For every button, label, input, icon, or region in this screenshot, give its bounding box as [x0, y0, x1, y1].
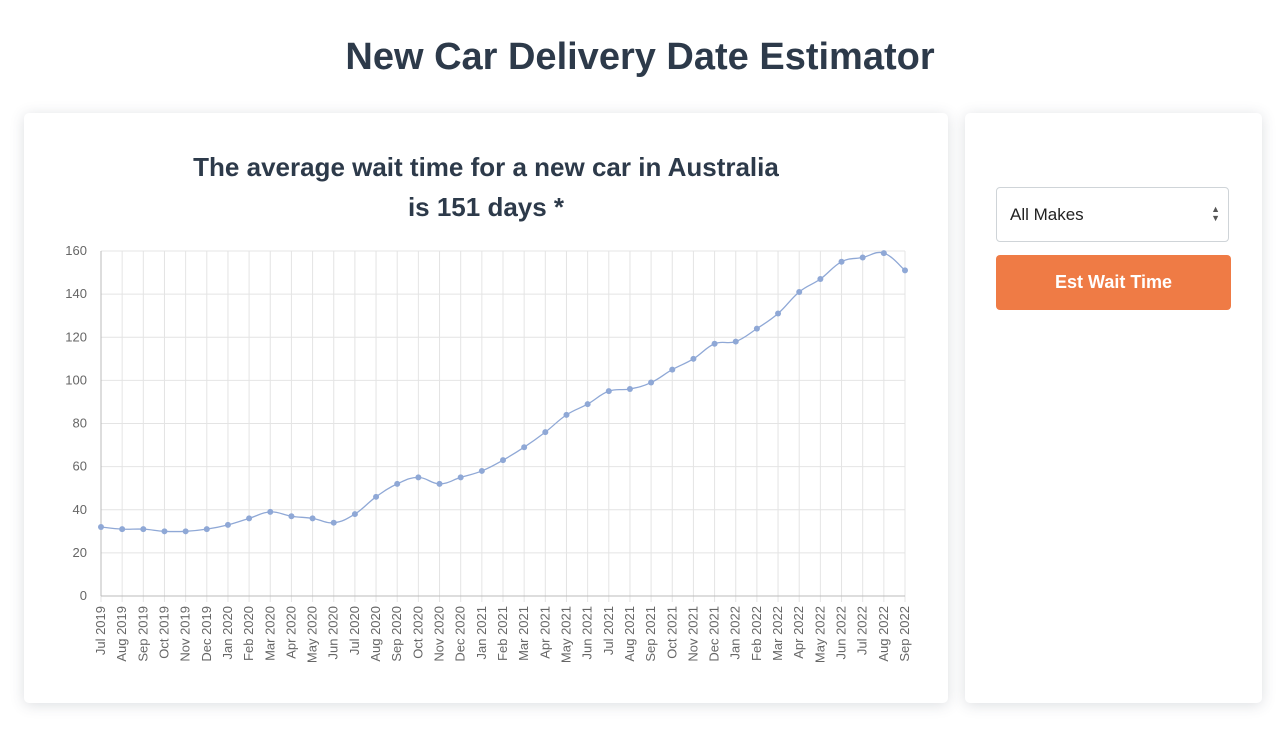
data-point — [753, 325, 760, 332]
x-tick-label: Oct 2019 — [156, 606, 171, 659]
x-tick-label: Mar 2022 — [770, 606, 785, 661]
chart-card: The average wait time for a new car in A… — [24, 113, 948, 703]
data-point — [626, 386, 633, 392]
data-point — [478, 467, 485, 474]
data-point — [309, 515, 316, 522]
data-point — [838, 258, 845, 265]
data-point — [775, 310, 782, 317]
data-point — [161, 528, 168, 535]
x-tick-label: Apr 2021 — [537, 606, 552, 659]
data-point — [711, 340, 718, 347]
x-tick-label: Jan 2020 — [220, 606, 235, 660]
x-tick-label: May 2022 — [812, 606, 827, 663]
page-title: New Car Delivery Date Estimator — [345, 36, 935, 78]
x-tick-label: Jul 2019 — [93, 606, 108, 655]
x-tick-label: Aug 2021 — [622, 606, 637, 662]
y-tick-label: 120 — [65, 329, 87, 344]
chart-heading-line-1: The average wait time for a new car in A… — [193, 152, 779, 182]
data-point — [902, 267, 908, 274]
make-select-value: All Makes — [1010, 205, 1084, 224]
data-point — [457, 474, 464, 481]
x-tick-label: Dec 2021 — [707, 606, 722, 662]
x-tick-label: Nov 2020 — [432, 606, 447, 662]
x-tick-label: Mar 2020 — [262, 606, 277, 661]
x-tick-label: Sep 2019 — [135, 606, 150, 662]
x-tick-label: Feb 2022 — [749, 606, 764, 661]
data-point — [563, 411, 570, 418]
data-point — [288, 513, 295, 520]
data-point — [542, 429, 549, 436]
data-point — [351, 511, 358, 518]
chart-heading-line-2: is 151 days * — [407, 192, 565, 222]
data-point — [605, 388, 612, 395]
x-tick-label: Feb 2021 — [495, 606, 510, 661]
data-point — [373, 493, 380, 500]
x-tick-label: Aug 2019 — [114, 606, 129, 662]
data-point — [817, 276, 824, 283]
data-point — [415, 474, 422, 481]
data-point — [859, 254, 866, 261]
data-point — [330, 519, 337, 526]
wait-time-line-chart: 0 20 40 60 80 100 120 140 160 Jul 2019 Aug 2019 Sep… — [65, 243, 912, 663]
data-point — [500, 457, 506, 464]
x-tick-label: Aug 2020 — [368, 606, 383, 662]
x-tick-label: Jun 2022 — [834, 606, 849, 660]
data-point — [880, 250, 887, 257]
make-selector-card: All Makes ▲ ▼ Est Wait Time — [965, 113, 1262, 703]
y-tick-label: 20 — [73, 545, 87, 560]
data-point — [732, 338, 739, 345]
y-tick-label: 40 — [73, 502, 87, 517]
data-point — [267, 508, 274, 515]
x-tick-label: Nov 2021 — [685, 606, 700, 662]
data-point — [690, 355, 697, 362]
x-tick-label: Jun 2021 — [580, 606, 595, 660]
x-tick-label: Jul 2020 — [347, 606, 362, 655]
data-point — [246, 515, 253, 522]
y-tick-label: 140 — [65, 286, 87, 301]
data-point — [521, 444, 528, 451]
x-tick-label: Jul 2022 — [855, 606, 870, 655]
x-tick-label: Sep 2021 — [643, 606, 658, 662]
y-tick-label: 60 — [73, 459, 87, 474]
data-point — [394, 480, 401, 487]
x-tick-label: Sep 2020 — [389, 606, 404, 662]
chart-heading: The average wait time for a new car in A… — [24, 147, 948, 227]
y-tick-label: 100 — [65, 372, 87, 387]
x-tick-label: Mar 2021 — [516, 606, 531, 661]
x-tick-label: May 2021 — [558, 606, 573, 663]
data-point — [140, 526, 147, 533]
x-tick-label: Aug 2022 — [876, 606, 891, 662]
data-point — [119, 526, 126, 533]
y-tick-label: 160 — [65, 243, 87, 258]
data-point — [669, 366, 676, 373]
x-tick-label: Jul 2021 — [601, 606, 616, 655]
x-tick-label: Dec 2020 — [453, 606, 468, 662]
data-point — [98, 524, 104, 530]
x-tick-label: Jan 2021 — [474, 606, 489, 660]
data-point — [796, 288, 803, 295]
x-tick-label: May 2020 — [305, 606, 320, 663]
x-tick-label: Oct 2020 — [410, 606, 425, 659]
x-tick-label: Nov 2019 — [178, 606, 193, 662]
data-point — [182, 528, 189, 535]
x-tick-label: Feb 2020 — [241, 606, 256, 661]
x-tick-label: Dec 2019 — [199, 606, 214, 662]
y-tick-label: 0 — [80, 588, 87, 603]
data-point — [203, 526, 210, 533]
x-tick-label: Jun 2020 — [326, 606, 341, 660]
data-point — [224, 521, 231, 528]
y-tick-label: 80 — [73, 416, 87, 431]
x-tick-label: Apr 2022 — [791, 606, 806, 659]
data-point — [648, 379, 655, 386]
data-point — [584, 401, 591, 408]
x-tick-label: Oct 2021 — [664, 606, 679, 659]
x-tick-label: Jan 2022 — [728, 606, 743, 660]
x-tick-label: Sep 2022 — [897, 606, 912, 662]
data-point — [436, 480, 443, 487]
select-arrows-icon: ▲ ▼ — [1211, 204, 1220, 223]
x-tick-label: Apr 2020 — [283, 606, 298, 659]
make-select[interactable]: All Makes ▲ ▼ — [996, 187, 1229, 242]
est-wait-time-button[interactable]: Est Wait Time — [996, 255, 1231, 310]
